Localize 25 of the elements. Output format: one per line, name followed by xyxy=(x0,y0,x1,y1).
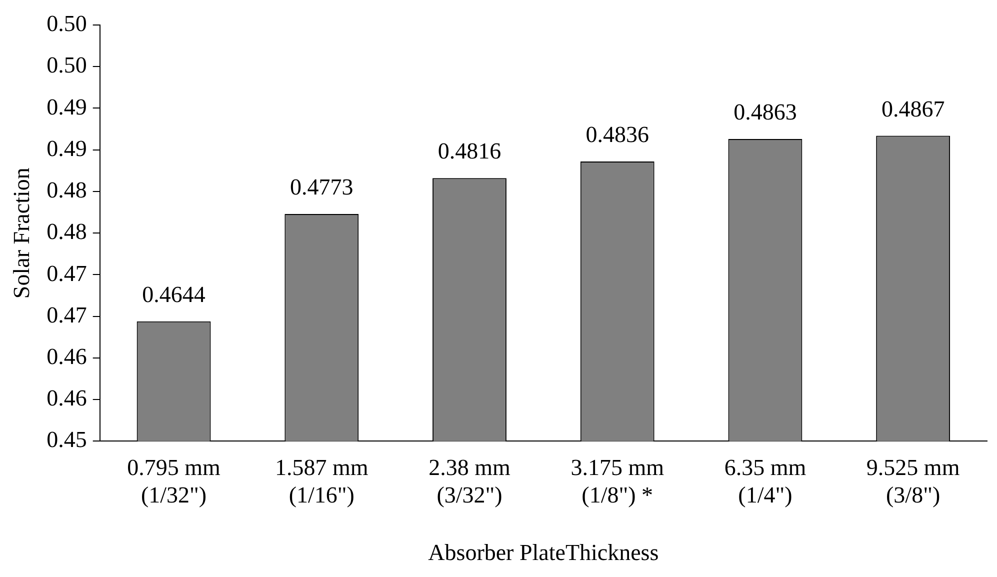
y-tick-label: 0.47 xyxy=(46,302,87,328)
data-label: 0.4773 xyxy=(290,174,354,200)
x-tick-label: 0.795 mm (1/32") xyxy=(127,455,221,508)
y-tick-label: 0.49 xyxy=(46,94,87,120)
x-tick-label: 3.175 mm (1/8") * xyxy=(570,455,664,508)
y-tick-label: 0.50 xyxy=(46,11,87,36)
y-tick-label: 0.49 xyxy=(46,136,87,161)
data-label: 0.4836 xyxy=(586,122,649,148)
data-label: 0.4644 xyxy=(142,282,206,307)
y-tick-label: 0.47 xyxy=(46,260,87,286)
y-tick-label: 0.48 xyxy=(46,219,87,244)
data-label: 0.4863 xyxy=(734,100,797,125)
y-tick-label: 0.48 xyxy=(46,178,87,203)
x-tick-label: 1.587 mm (1/16") xyxy=(274,455,368,508)
data-label: 0.4867 xyxy=(881,96,945,122)
x-tick-label: 2.38 mm (3/32") xyxy=(428,455,510,508)
y-tick-label: 0.45 xyxy=(46,427,87,452)
y-tick-label: 0.46 xyxy=(46,386,87,411)
x-tick-label: 6.35 mm (1/4") xyxy=(724,455,806,508)
x-axis-title: Absorber PlateThickness xyxy=(428,540,659,566)
data-label: 0.4816 xyxy=(438,138,502,164)
y-axis-title: Solar Fraction xyxy=(8,167,34,299)
y-tick-label: 0.50 xyxy=(46,52,87,78)
y-tick-label: 0.46 xyxy=(46,344,87,370)
x-tick-label: 9.525 mm (3/8") xyxy=(866,455,960,508)
